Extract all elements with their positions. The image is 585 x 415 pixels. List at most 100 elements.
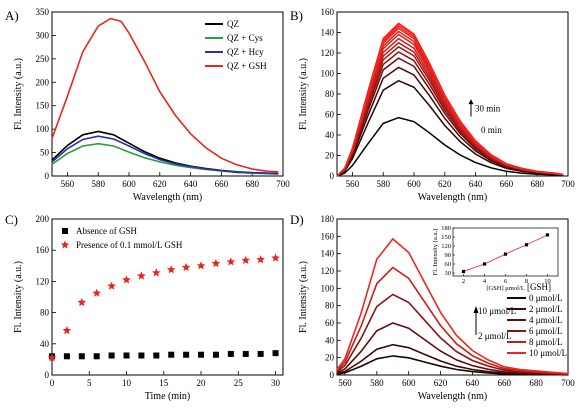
y-tick-label: 140 xyxy=(321,28,335,38)
y-tick-label: 40 xyxy=(325,335,335,345)
x-tick-label: 680 xyxy=(529,378,543,388)
legend-label: QZ xyxy=(227,19,239,29)
y-tick-label: 40 xyxy=(325,130,335,140)
x-tick-label: 10 xyxy=(122,378,132,388)
panel-letter: D) xyxy=(290,212,304,227)
panel-c: 0 5 10 15 20 25 30 0 40 80 120 160 200 Time (min) Fl. … xyxy=(5,212,284,402)
legend-label: 0 μmol/L xyxy=(529,293,563,303)
inset-y-tick-label: 90 xyxy=(445,252,452,259)
square-point xyxy=(108,352,115,359)
inset-x-tick-label: 8 xyxy=(525,278,528,285)
square-point xyxy=(123,352,130,359)
series-line-5 xyxy=(336,237,569,375)
inset-point xyxy=(503,252,508,256)
y-tick-label: 60 xyxy=(325,110,335,120)
y-tick-label: 100 xyxy=(321,69,335,79)
series-line-4 xyxy=(336,266,569,375)
series-line-1 xyxy=(51,142,279,175)
square-point xyxy=(212,351,219,358)
y-tick-label: 40 xyxy=(40,339,50,349)
legend-label: 2 μmol/L xyxy=(529,304,563,314)
series-line-2 xyxy=(51,135,279,175)
y-tick-label: 80 xyxy=(325,301,335,311)
legend-title: [GSH] xyxy=(527,282,551,292)
star-point xyxy=(47,353,57,362)
x-tick-label: 660 xyxy=(500,179,514,189)
legend-square-marker xyxy=(62,228,68,234)
y-axis-title: Fl. Intensity (a.u.) xyxy=(13,261,24,333)
star-point xyxy=(137,271,146,280)
x-tick-label: 600 xyxy=(407,179,421,189)
x-tick-label: 580 xyxy=(91,179,105,189)
inset-y-tick-label: 180 xyxy=(441,225,451,232)
y-axis-title: Fl. Intensity (a.u.) xyxy=(298,261,309,333)
square-point xyxy=(227,350,234,357)
x-tick-label: 660 xyxy=(498,378,512,388)
star-point xyxy=(226,257,236,266)
annotation-30min: 30 min xyxy=(475,103,501,113)
x-tick-label: 30 xyxy=(271,378,281,388)
x-tick-label: 580 xyxy=(376,179,390,189)
y-tick-label: 300 xyxy=(36,30,50,40)
y-axis-title: Fl. Intensity (a.u.) xyxy=(298,58,309,130)
y-tick-label: 80 xyxy=(40,308,50,318)
series-line-13 xyxy=(336,22,564,177)
inset-point xyxy=(545,233,550,237)
x-tick-label: 15 xyxy=(159,378,169,388)
star-point xyxy=(166,265,176,274)
inset-point xyxy=(482,262,487,266)
y-tick-label: 60 xyxy=(325,318,335,328)
y-tick-label: 150 xyxy=(36,101,50,111)
legend-label: Presence of 0.1 mmol/L GSH xyxy=(76,240,183,250)
x-tick-label: 25 xyxy=(234,378,244,388)
inset-x-title: [GSH] μmol/L xyxy=(486,285,524,292)
plot-frame xyxy=(336,218,569,376)
square-point xyxy=(257,350,264,357)
x-tick-label: 580 xyxy=(370,378,384,388)
y-tick-label: 0 xyxy=(330,171,335,181)
x-tick-label: 0 xyxy=(50,378,55,388)
y-tick-label: 20 xyxy=(325,151,335,161)
square-point xyxy=(138,352,145,359)
square-point xyxy=(242,350,249,357)
x-tick-label: 560 xyxy=(338,378,352,388)
inset-y-tick-label: 30 xyxy=(445,270,452,277)
x-tick-label: 600 xyxy=(402,378,416,388)
star-point xyxy=(256,255,265,264)
star-point xyxy=(107,281,116,290)
inset-y-tick-label: 150 xyxy=(441,234,451,241)
y-tick-label: 350 xyxy=(36,7,50,17)
x-tick-label: 560 xyxy=(61,179,75,189)
y-tick-label: 160 xyxy=(36,245,50,255)
y-tick-label: 50 xyxy=(40,148,50,158)
inset-x-tick-label: 2 xyxy=(462,278,465,285)
square-point xyxy=(198,351,205,358)
time-arrow-head xyxy=(468,99,474,105)
x-tick-label: 700 xyxy=(276,179,290,189)
star-point xyxy=(241,255,250,264)
legend-label: 4 μmol/L xyxy=(529,315,563,325)
x-axis-title: Wavelength (nm) xyxy=(418,192,487,203)
square-point xyxy=(63,353,70,360)
y-tick-label: 100 xyxy=(36,124,50,134)
square-point xyxy=(168,351,175,358)
inset-x-tick-label: 10 xyxy=(544,278,551,285)
y-tick-label: 120 xyxy=(321,48,335,58)
inset-y-tick-label: 60 xyxy=(445,261,452,268)
legend-label: QZ + Hcy xyxy=(227,47,264,57)
inset-y-tick-label: 120 xyxy=(441,243,451,250)
inset-x-tick-label: 4 xyxy=(483,278,487,285)
y-tick-label: 200 xyxy=(36,77,50,87)
y-axis-title: Fl. Intensity (a.u.) xyxy=(13,58,24,130)
x-tick-label: 640 xyxy=(184,179,198,189)
plot-frame xyxy=(51,11,284,177)
panel-letter: C) xyxy=(5,212,18,227)
x-tick-label: 600 xyxy=(122,179,136,189)
inset-frame xyxy=(452,227,559,277)
x-tick-label: 20 xyxy=(197,378,207,388)
legend-label: Absence of GSH xyxy=(76,226,137,236)
series-line-3 xyxy=(51,17,279,173)
x-tick-label: 640 xyxy=(469,179,483,189)
inset-y-title: Fl. Intensity (a.u.) xyxy=(432,229,439,276)
x-axis-title: Time (min) xyxy=(145,391,190,402)
